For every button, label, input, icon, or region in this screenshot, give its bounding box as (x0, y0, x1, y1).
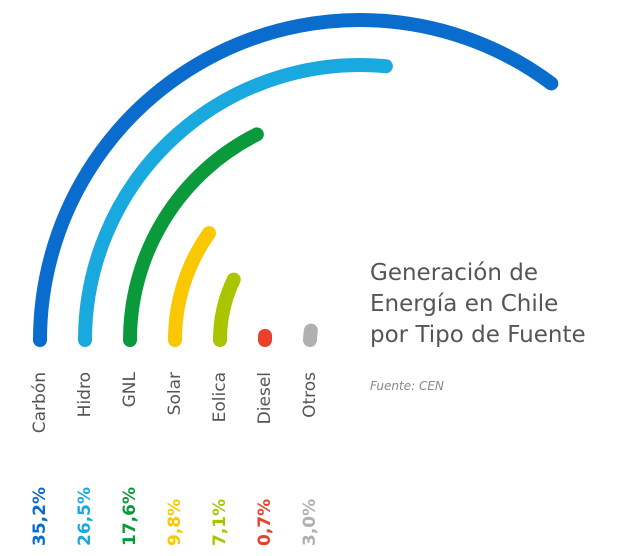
arc-bar (33, 13, 559, 347)
value-label: 9,8% (165, 499, 185, 546)
value-label: 17,6% (120, 487, 140, 546)
chart-title: Generación de (370, 260, 538, 286)
source: Fuente: CEN (370, 379, 444, 393)
arc-bar (78, 58, 393, 347)
value-label: 0,7% (255, 499, 275, 546)
category-label: GNL (120, 371, 140, 407)
value-label: 26,5% (75, 487, 95, 546)
category-label: Eolica (210, 372, 230, 422)
category-label: Diesel (255, 372, 275, 424)
arc-bar (123, 127, 264, 347)
category-label: Hidro (75, 372, 95, 417)
value-label: 3,0% (300, 499, 320, 546)
arc-bar (303, 323, 318, 347)
value-label: 7,1% (210, 499, 230, 546)
chart-title: Energía en Chile (370, 291, 558, 317)
category-label: Solar (165, 372, 185, 415)
value-label: 35,2% (30, 487, 50, 546)
arc-bar (213, 272, 241, 347)
arc-bar (168, 226, 216, 347)
category-label: Otros (300, 372, 320, 418)
category-label: Carbón (30, 372, 50, 433)
chart-title: por Tipo de Fuente (370, 322, 586, 348)
